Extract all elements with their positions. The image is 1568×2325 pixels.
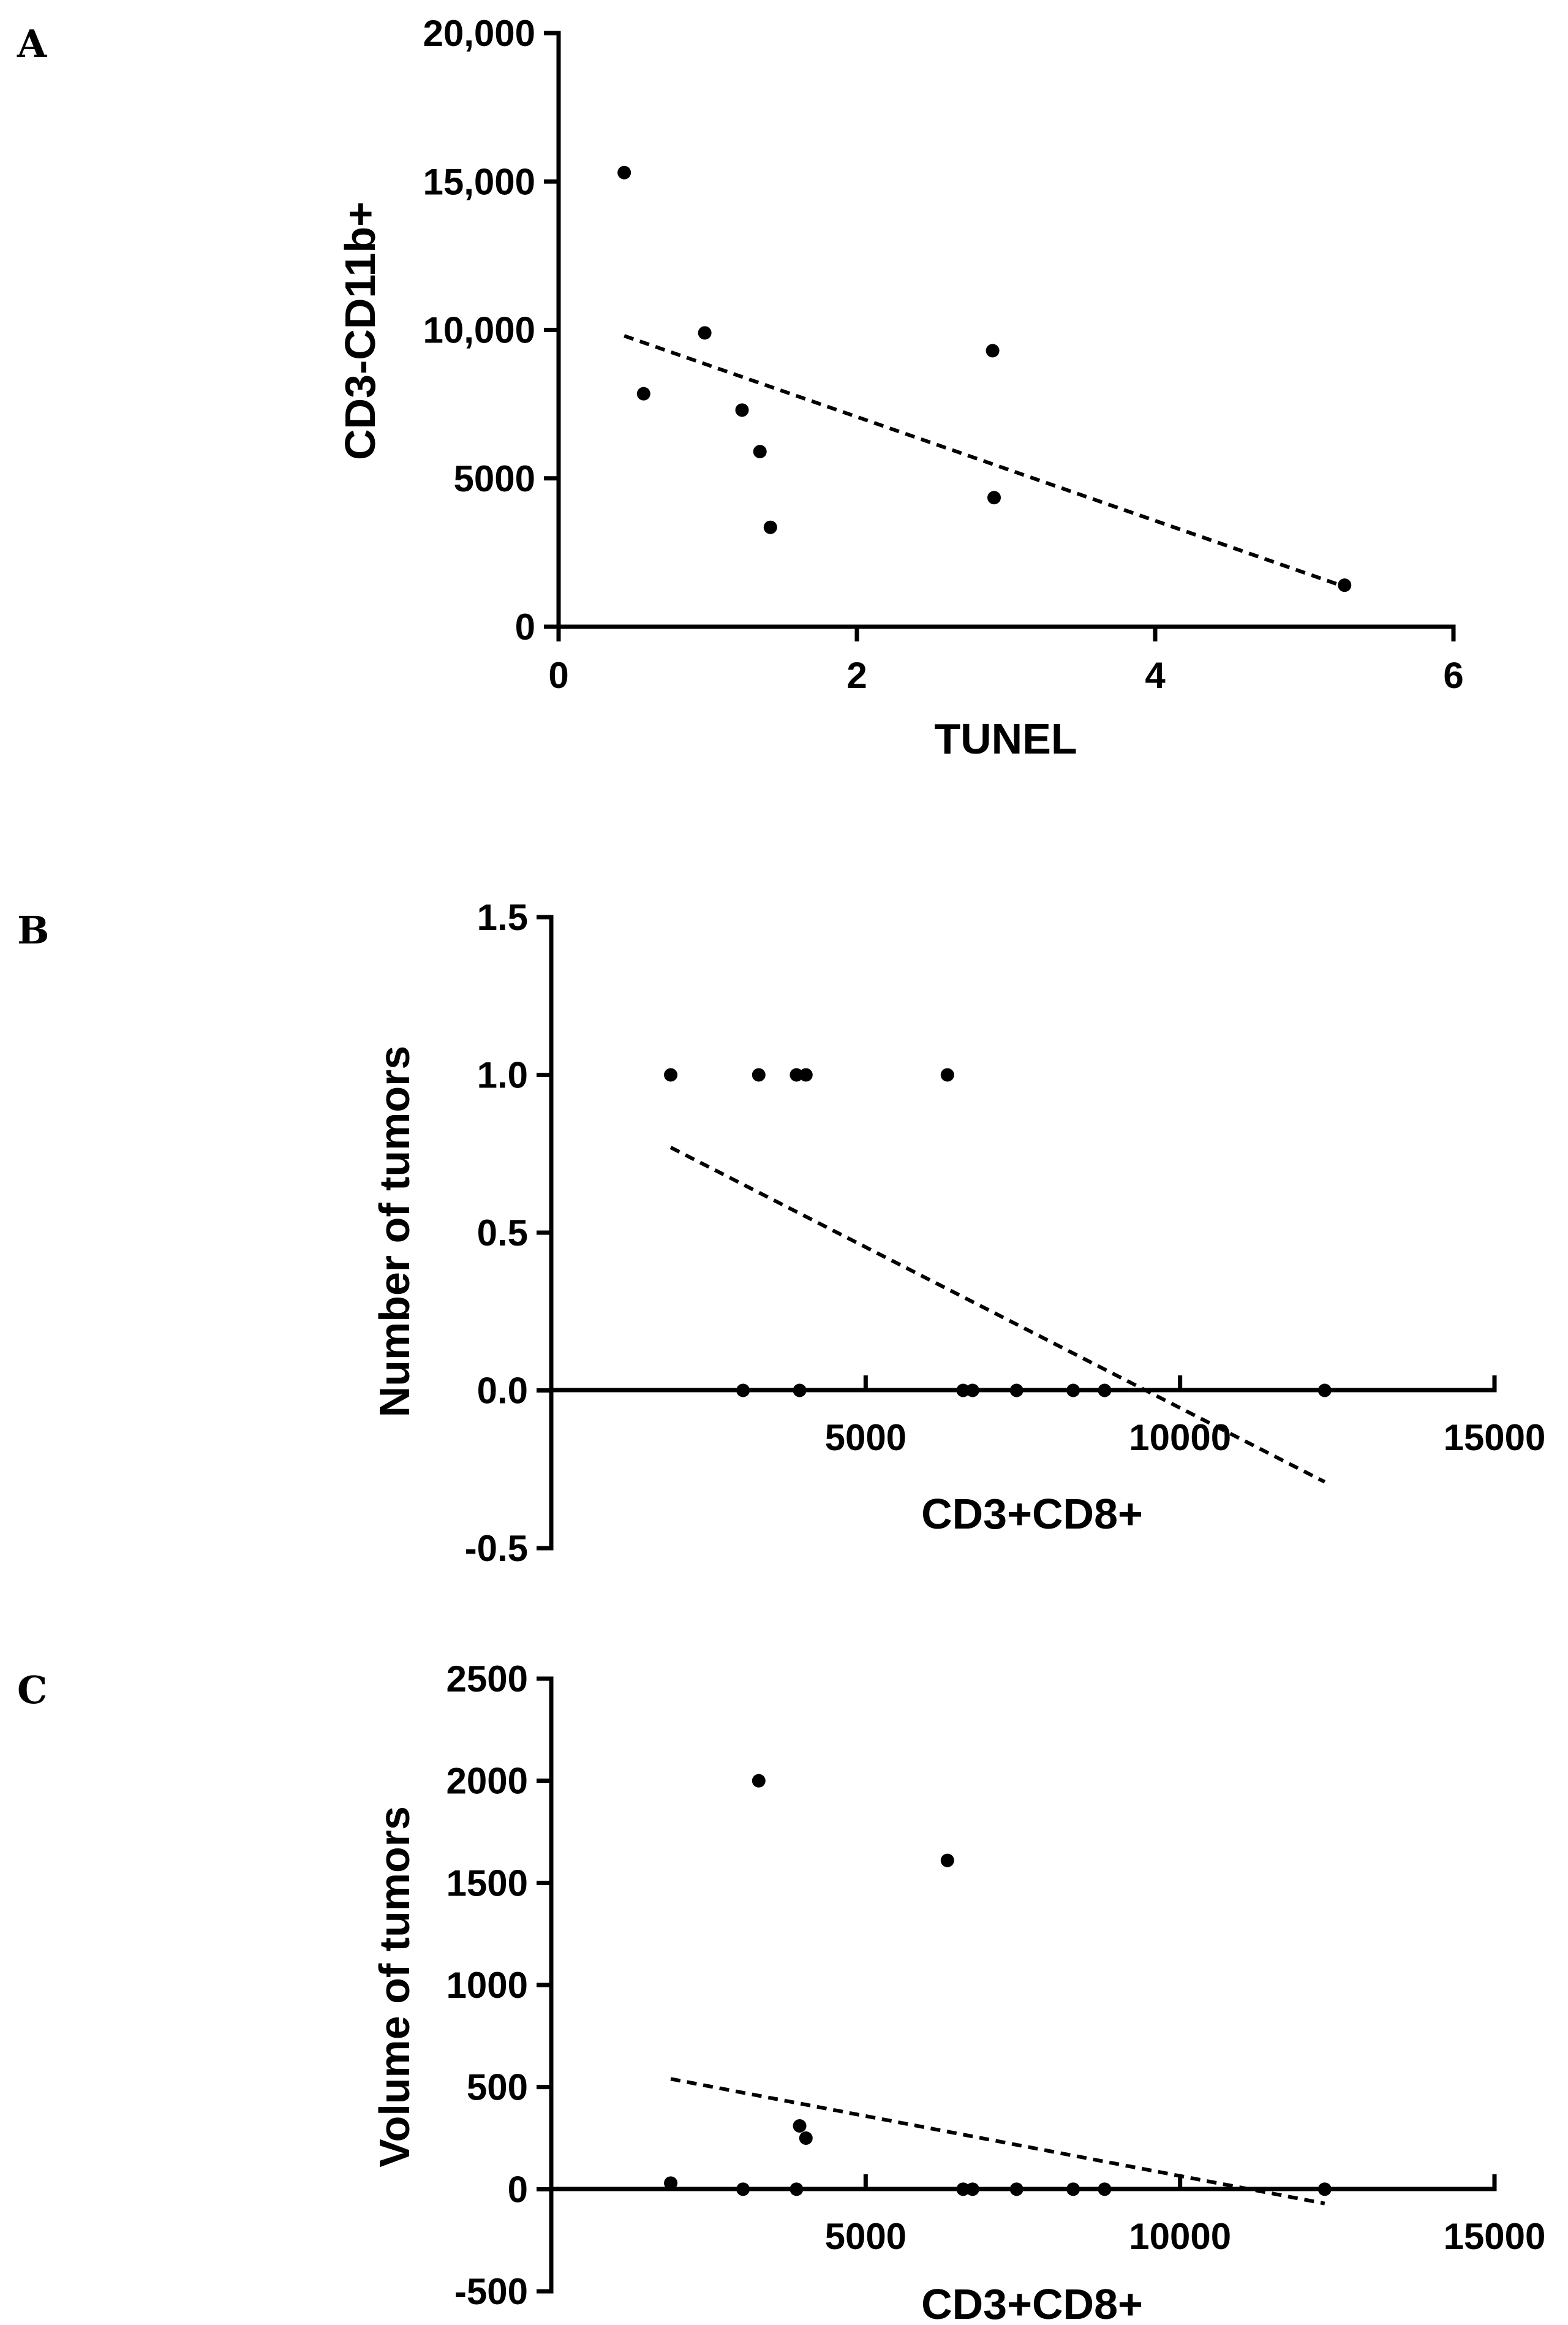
y-tick-label: 1.5 <box>477 897 528 938</box>
trend-line <box>669 1146 1326 1484</box>
y-tick-label: 0.0 <box>477 1370 528 1412</box>
x-tick-label: 15000 <box>1444 1417 1546 1458</box>
data-point <box>1066 2182 1080 2196</box>
data-point <box>1317 2182 1332 2196</box>
data-point <box>790 2182 804 2196</box>
y-axis-title: CD3-CD11b+ <box>336 202 384 460</box>
data-point <box>793 1383 807 1397</box>
data-point <box>790 1068 804 1082</box>
data-point <box>1009 1383 1023 1397</box>
x-tick-label: 10000 <box>1129 2216 1231 2257</box>
y-tick-label: 5000 <box>454 458 535 499</box>
y-tick-label: 1500 <box>447 1862 528 1903</box>
trend-line <box>670 2077 1325 2206</box>
panel-letter: B <box>17 908 49 953</box>
data-point <box>752 1774 766 1788</box>
panel-letter: A <box>17 21 47 66</box>
trend-line <box>624 334 1346 589</box>
data-point <box>636 387 650 401</box>
y-tick-label: 20,000 <box>423 13 535 54</box>
data-point <box>956 2182 970 2196</box>
y-tick-label: -0.5 <box>465 1528 528 1569</box>
data-point <box>753 445 767 459</box>
x-tick-label: 15000 <box>1444 2216 1546 2257</box>
data-point <box>799 1068 813 1082</box>
x-tick-label: 0 <box>548 655 568 696</box>
x-axis-title: CD3+CD8+ <box>921 2280 1143 2325</box>
data-point <box>1098 1383 1112 1397</box>
data-point <box>698 326 712 340</box>
y-tick-label: 2500 <box>447 1658 528 1699</box>
data-point <box>763 520 777 534</box>
data-point <box>752 1068 766 1082</box>
y-tick-label: 10,000 <box>423 310 535 351</box>
data-point <box>799 2131 813 2145</box>
panel-c: C -500 0 500 1000 1500 2000 2500 5000 10000 15000 C… <box>17 1658 1545 2325</box>
y-tick-label: 500 <box>467 2067 528 2108</box>
x-tick-label: 4 <box>1145 655 1166 696</box>
x-tick-label: 6 <box>1443 655 1463 696</box>
x-axis-title: TUNEL <box>934 715 1077 763</box>
y-tick-label: 1000 <box>447 1965 528 2006</box>
data-point <box>940 1853 954 1867</box>
data-point <box>965 2182 979 2196</box>
y-tick-label: 2000 <box>447 1761 528 1802</box>
y-axis-title: Number of tumors <box>371 1046 418 1418</box>
y-axis-title: Volume of tumors <box>371 1806 418 2168</box>
panel-letter: C <box>17 1668 47 1712</box>
y-tick-label: 0.5 <box>477 1212 528 1253</box>
y-tick-label: -500 <box>454 2271 528 2312</box>
data-point <box>1098 2182 1112 2196</box>
y-tick-label: 0 <box>508 2169 528 2210</box>
data-point <box>956 1383 970 1397</box>
data-point <box>736 1383 750 1397</box>
data-point <box>664 1068 678 1082</box>
data-point <box>940 1068 954 1082</box>
data-point <box>965 1383 979 1397</box>
x-axis-title: CD3+CD8+ <box>921 1490 1143 1538</box>
x-tick-label: 2 <box>846 655 867 696</box>
data-point <box>1338 578 1352 592</box>
data-point <box>735 403 749 417</box>
x-tick-label: 5000 <box>825 2216 907 2257</box>
panel-a: A 0 5000 10,000 15,000 20,000 0 2 4 6 TUNEL CD3-CD1… <box>17 13 1464 763</box>
data-point <box>1317 1383 1332 1397</box>
y-tick-label: 1.0 <box>477 1055 528 1096</box>
panel-b: B -0.5 0.0 0.5 1.0 1.5 5000 10000 15000 CD3+CD8+ N… <box>17 897 1545 1569</box>
data-point <box>664 2176 678 2190</box>
y-tick-label: 0 <box>515 607 535 648</box>
y-tick-label: 15,000 <box>423 161 535 202</box>
data-point <box>793 2119 807 2133</box>
data-point <box>1066 1383 1080 1397</box>
data-point <box>987 491 1001 505</box>
data-point <box>617 165 631 180</box>
data-point <box>1009 2182 1023 2196</box>
data-point <box>736 2182 750 2196</box>
x-tick-label: 10000 <box>1129 1417 1231 1458</box>
x-tick-label: 5000 <box>825 1417 907 1458</box>
data-point <box>986 344 1000 358</box>
